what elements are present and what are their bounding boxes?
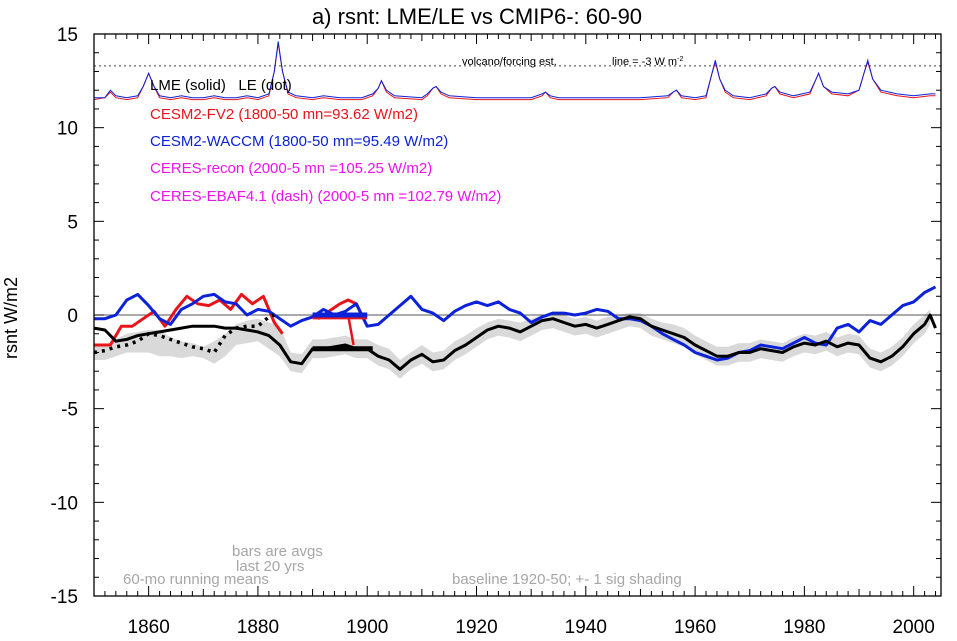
x-tick-label: 1940 bbox=[565, 617, 607, 638]
chart-title: a) rsnt: LME/LE vs CMIP6-: 60-90 bbox=[312, 4, 642, 29]
baseline-note: baseline 1920-50; +- 1 sig shading bbox=[452, 571, 682, 588]
x-tick-label: 1900 bbox=[346, 617, 388, 638]
line-annotation-text: line = -3 W m bbox=[612, 56, 677, 68]
legend-entry-cesm2-waccm: CESM2-WACCM (1800-50 mn=95.49 W/m2) bbox=[150, 133, 448, 150]
y-tick-label: 0 bbox=[67, 306, 78, 327]
y-tick-label: -15 bbox=[51, 587, 78, 608]
legend: LME (solid) LE (dot) CESM2-FV2 (1800-50 … bbox=[150, 77, 501, 205]
volcano-reference bbox=[93, 41, 941, 101]
y-tick-label: -10 bbox=[51, 493, 78, 514]
series-volcanic-forcing-blue bbox=[94, 41, 936, 99]
legend-header: LME (solid) LE (dot) bbox=[150, 77, 292, 94]
x-tick-label: 2000 bbox=[893, 617, 935, 638]
volcano-annotation: volcano/forcing est. bbox=[462, 56, 557, 68]
y-tick-label: 10 bbox=[57, 119, 78, 140]
y-tick-label: -5 bbox=[61, 400, 78, 421]
series-cesm2-waccm bbox=[94, 285, 937, 362]
bars-note: bars are avgs bbox=[232, 543, 323, 560]
line-annotation: line = -3 W m-2 bbox=[612, 56, 683, 68]
average-bars bbox=[312, 312, 373, 352]
last20-note: last 20 yrs bbox=[236, 558, 304, 575]
axis-ticks: 1860 1880 1900 1920 1940 1960 1980 2000 -15 -10 -5… bbox=[51, 25, 941, 638]
series-le-mean-dot bbox=[93, 313, 275, 355]
x-tick-label: 1880 bbox=[237, 617, 279, 638]
running-means-note: 60-mo running means bbox=[123, 571, 269, 588]
y-tick-label: 5 bbox=[67, 212, 78, 233]
x-tick-label: 1920 bbox=[455, 617, 497, 638]
cesm2-fv2-drop bbox=[346, 314, 355, 346]
x-tick-label: 1980 bbox=[783, 617, 825, 638]
legend-entry-ceres-recon: CERES-recon (2000-5 mn =105.25 W/m2) bbox=[150, 160, 432, 177]
x-tick-label: 1860 bbox=[128, 617, 170, 638]
legend-entry-ceres-ebaf: CERES-EBAF4.1 (dash) (2000-5 mn =102.79 … bbox=[150, 188, 501, 205]
y-axis-label: rsnt W/m2 bbox=[1, 277, 21, 359]
series-cesm2-fv2 bbox=[94, 292, 284, 347]
x-tick-label: 1960 bbox=[674, 617, 716, 638]
legend-entry-cesm2-fv2: CESM2-FV2 (1800-50 mn=93.62 W/m2) bbox=[150, 106, 418, 123]
y-tick-label: 15 bbox=[57, 25, 78, 46]
line-annotation-superscript: -2 bbox=[677, 56, 683, 63]
